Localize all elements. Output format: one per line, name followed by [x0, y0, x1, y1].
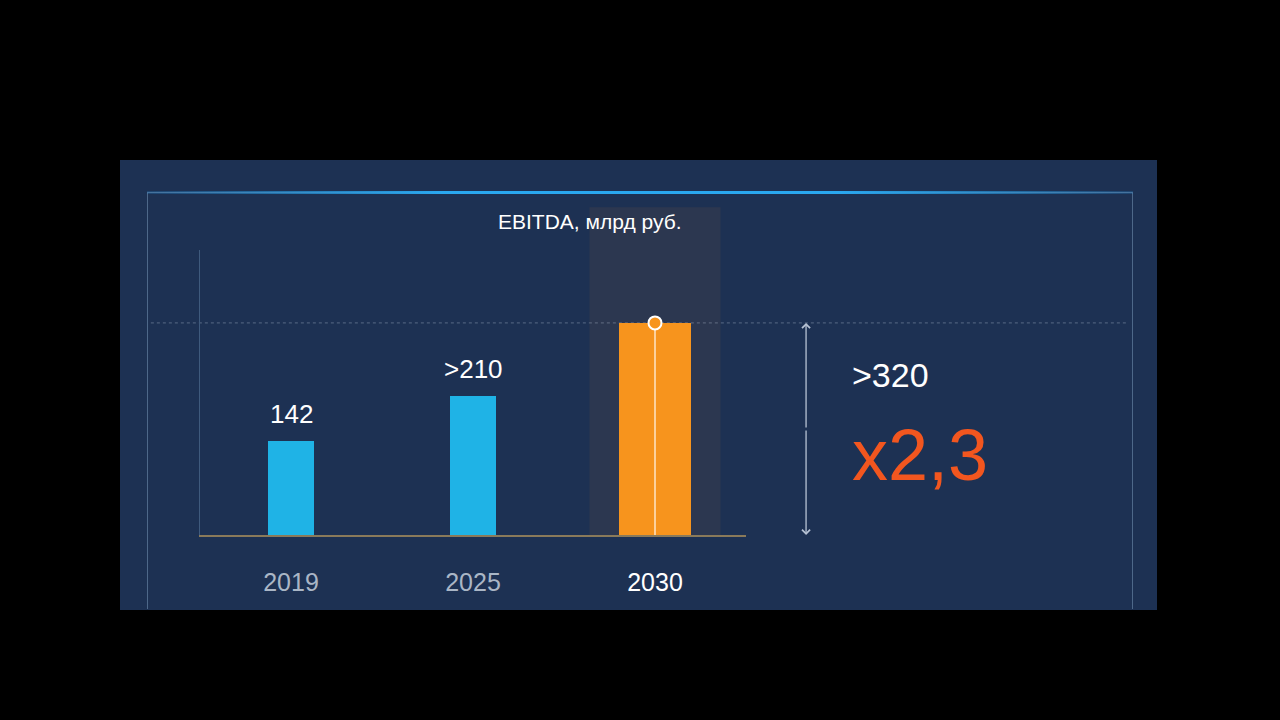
- svg-text:x2,3: x2,3: [852, 415, 988, 495]
- svg-text:>210: >210: [444, 354, 503, 384]
- svg-text:2019: 2019: [263, 568, 319, 596]
- svg-text:2030: 2030: [627, 568, 683, 596]
- svg-text:>320: >320: [852, 356, 929, 394]
- svg-text:142: 142: [270, 399, 313, 429]
- svg-text:2025: 2025: [445, 568, 501, 596]
- svg-text:EBITDA, млрд руб.: EBITDA, млрд руб.: [498, 210, 682, 233]
